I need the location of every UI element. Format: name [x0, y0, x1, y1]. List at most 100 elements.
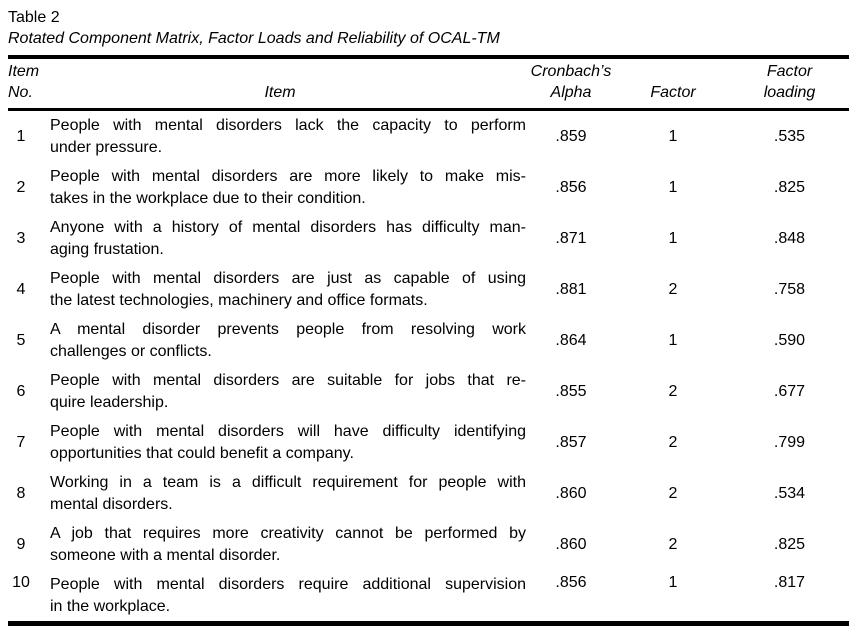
table-row: 3 Anyone with a history of mental disorde… [8, 213, 849, 264]
factor-loading-cell: .590 [773, 332, 806, 349]
item-text-line: A mental disorder prevents people from r… [50, 321, 526, 338]
item-no-cell: 8 [16, 485, 26, 502]
item-no-cell: 3 [16, 230, 26, 247]
item-text-line: opportunities that could benefit a compa… [50, 445, 354, 462]
header-factor: Factor [616, 57, 730, 110]
cronbachs-alpha-cell: .860 [555, 536, 587, 553]
cronbachs-alpha-cell: .881 [555, 281, 587, 298]
factor-loading-cell: .677 [773, 383, 806, 400]
header-line: Alpha [550, 84, 592, 101]
table-caption-label: Table 2 [8, 9, 60, 26]
item-text-cell: A job that requires more creativity cann… [34, 519, 526, 570]
item-text-line: People with mental disorders are suitabl… [50, 372, 526, 389]
factor-cell: 1 [668, 230, 678, 247]
item-text-line: quire leadership. [50, 394, 169, 411]
header-row: Item No. Item Cronbach’s Alpha Factor Fa… [8, 57, 849, 110]
header-line: No. [8, 84, 33, 101]
item-text-cell: Working in a team is a difficult require… [34, 468, 526, 519]
item-text-line: challenges or conflicts. [50, 343, 212, 360]
header-item: Item [34, 57, 526, 110]
item-text-line: People with mental disorders are more li… [50, 168, 526, 185]
item-no-cell: 10 [12, 574, 30, 591]
header-line: Factor [766, 63, 813, 80]
cronbachs-alpha-cell: .857 [555, 434, 587, 451]
item-text-line: People with mental disorders require add… [50, 576, 526, 593]
header-line: Cronbach’s [530, 63, 612, 80]
table-row: 5 A mental disorder prevents people from … [8, 315, 849, 366]
item-no-cell: 9 [16, 536, 26, 553]
table-row: 1 People with mental disorders lack the c… [8, 110, 849, 163]
factor-loading-cell: .535 [773, 128, 806, 145]
header-factor-loading: Factor loading [730, 57, 849, 110]
factor-cell: 1 [668, 332, 678, 349]
item-no-cell: 2 [16, 179, 26, 196]
item-text-cell: People with mental disorders will have d… [34, 417, 526, 468]
cronbachs-alpha-cell: .856 [555, 179, 587, 196]
item-text-cell: People with mental disorders lack the ca… [34, 110, 526, 163]
table-row: 7 People with mental disorders will have … [8, 417, 849, 468]
factor-cell: 1 [668, 128, 678, 145]
factor-loading-cell: .758 [773, 281, 806, 298]
item-no-cell: 7 [16, 434, 26, 451]
factor-cell: 1 [668, 179, 678, 196]
header-line: Factor [650, 84, 696, 101]
factor-loading-cell: .848 [773, 230, 806, 247]
item-text-line: the latest technologies, machinery and o… [50, 292, 428, 309]
item-no-cell: 5 [16, 332, 26, 349]
item-text-line: People with mental disorders lack the ca… [50, 117, 526, 134]
factor-loading-cell: .799 [773, 434, 806, 451]
factor-loading-cell: .817 [773, 574, 806, 591]
table-row: 9 A job that requires more creativity can… [8, 519, 849, 570]
cronbachs-alpha-cell: .856 [555, 574, 587, 591]
item-text-line: takes in the workplace due to their cond… [50, 190, 366, 207]
cronbachs-alpha-cell: .864 [555, 332, 587, 349]
data-table: Item No. Item Cronbach’s Alpha Factor Fa… [8, 55, 849, 626]
item-text-line: aging frustation. [50, 241, 164, 258]
table-body: 1 People with mental disorders lack the c… [8, 110, 849, 624]
factor-cell: 1 [668, 574, 678, 591]
item-no-cell: 6 [16, 383, 26, 400]
item-text-cell: People with mental disorders are suitabl… [34, 366, 526, 417]
cronbachs-alpha-cell: .860 [555, 485, 587, 502]
item-text-line: someone with a mental disorder. [50, 547, 281, 564]
table-row: 4 People with mental disorders are just a… [8, 264, 849, 315]
header-line: loading [763, 84, 816, 101]
item-text-cell: A mental disorder prevents people from r… [34, 315, 526, 366]
item-text-cell: People with mental disorders are just as… [34, 264, 526, 315]
factor-cell: 2 [668, 536, 678, 553]
item-text-line: Anyone with a history of mental disorder… [50, 219, 526, 236]
table-row: 2 People with mental disorders are more l… [8, 162, 849, 213]
cronbachs-alpha-cell: .855 [555, 383, 587, 400]
table-row: 10 People with mental disorders require a… [8, 570, 849, 624]
item-no-cell: 4 [16, 281, 26, 298]
factor-loading-cell: .825 [773, 179, 806, 196]
factor-loading-cell: .534 [773, 485, 806, 502]
table-header: Item No. Item Cronbach’s Alpha Factor Fa… [8, 57, 849, 110]
item-text-line: mental disorders. [50, 496, 173, 513]
table-row: 8 Working in a team is a difficult requir… [8, 468, 849, 519]
header-line: Item [264, 84, 296, 101]
item-text-line: Working in a team is a difficult require… [50, 474, 526, 491]
item-text-cell: Anyone with a history of mental disorder… [34, 213, 526, 264]
item-text-line: A job that requires more creativity cann… [50, 525, 526, 542]
header-cronbachs-alpha: Cronbach’s Alpha [526, 57, 616, 110]
factor-cell: 2 [668, 383, 678, 400]
header-item-no: Item No. [8, 57, 40, 110]
item-text-line: People with mental disorders will have d… [50, 423, 526, 440]
header-line: Item [8, 63, 40, 80]
item-text-line: in the workplace. [50, 598, 171, 615]
item-text-line: under pressure. [50, 139, 163, 156]
item-text-line: People with mental disorders are just as… [50, 270, 526, 287]
cronbachs-alpha-cell: .871 [555, 230, 587, 247]
item-text-cell: People with mental disorders are more li… [34, 162, 526, 213]
table-caption-title: Rotated Component Matrix, Factor Loads a… [8, 30, 500, 47]
factor-cell: 2 [668, 434, 678, 451]
factor-cell: 2 [668, 281, 678, 298]
item-no-cell: 1 [16, 128, 26, 145]
factor-cell: 2 [668, 485, 678, 502]
item-text-cell: People with mental disorders require add… [34, 570, 526, 624]
factor-loading-cell: .825 [773, 536, 806, 553]
table-row: 6 People with mental disorders are suitab… [8, 366, 849, 417]
cronbachs-alpha-cell: .859 [555, 128, 587, 145]
